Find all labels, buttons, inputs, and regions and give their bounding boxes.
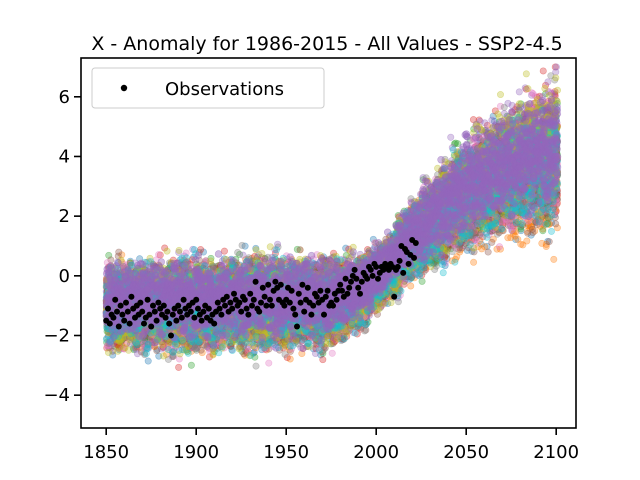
ensemble-point [470, 258, 478, 266]
ensemble-point [407, 282, 415, 290]
ensemble-point [126, 262, 134, 270]
ensemble-point [153, 345, 161, 353]
ensemble-point [155, 352, 163, 360]
ensemble-point [131, 338, 139, 346]
ensemble-point [147, 336, 155, 344]
ensemble-point [129, 344, 137, 352]
ensemble-point [126, 257, 134, 265]
ensemble-point [128, 334, 136, 342]
ensemble-point [115, 346, 123, 354]
ensemble-point [134, 337, 142, 345]
ensemble-point [109, 351, 117, 359]
ensemble-point [146, 334, 154, 342]
ensemble-point [144, 357, 152, 365]
chart-title: X - Anomaly for 1986-2015 - All Values -… [91, 33, 562, 55]
ensemble-point [523, 237, 531, 245]
